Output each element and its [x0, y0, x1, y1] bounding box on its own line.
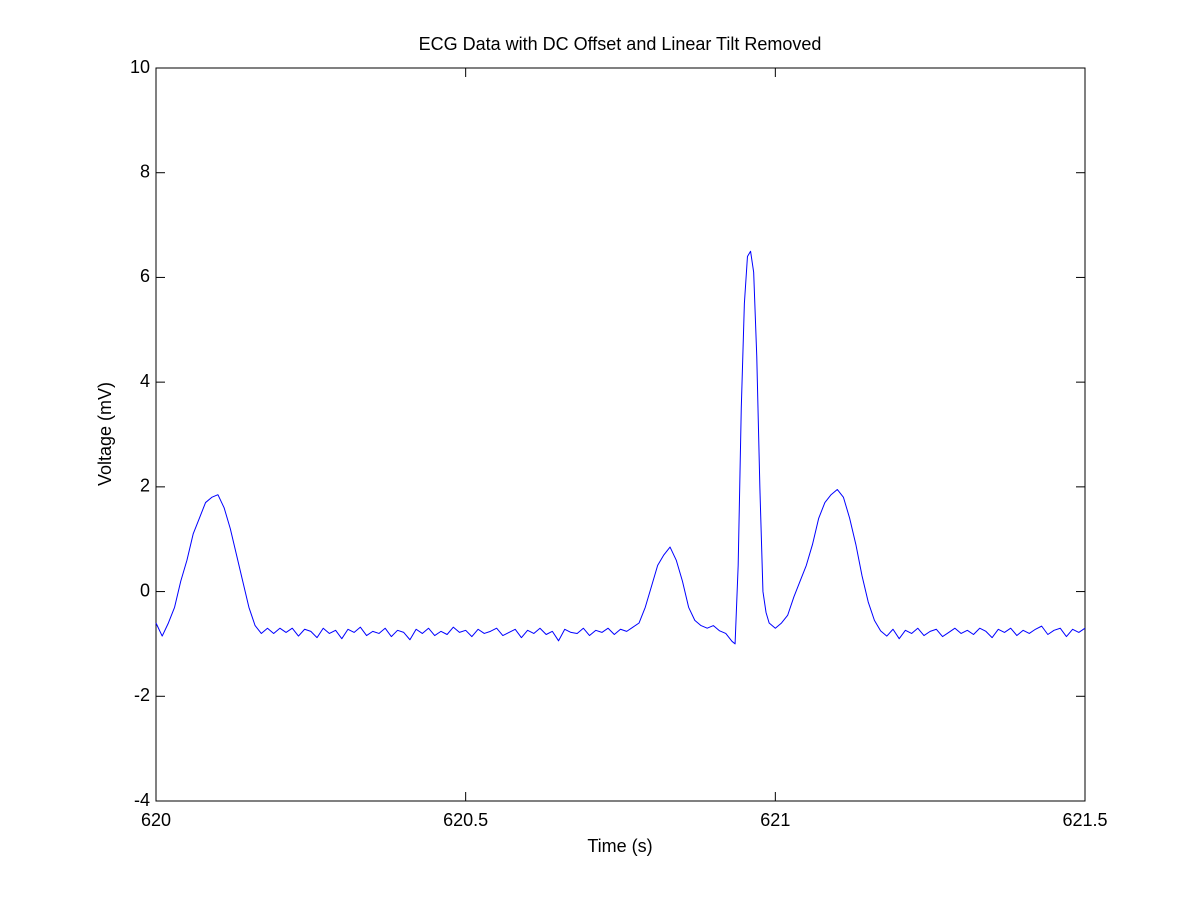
y-tick-label: 4: [140, 371, 150, 391]
ecg-line: [155, 250, 1086, 645]
x-tick-label: 620.5: [443, 810, 488, 830]
x-tick-label: 621.5: [1062, 810, 1107, 830]
y-tick-label: 8: [140, 161, 150, 181]
y-tick-label: 10: [130, 57, 150, 77]
x-axis-label: Time (s): [587, 836, 652, 856]
chart-title: ECG Data with DC Offset and Linear Tilt …: [419, 34, 822, 54]
y-tick-label: 6: [140, 266, 150, 286]
y-tick-label: -4: [134, 790, 150, 810]
y-tick-label: 2: [140, 476, 150, 496]
y-axis-label: Voltage (mV): [95, 382, 115, 486]
x-tick-label: 621: [760, 810, 790, 830]
y-tick-label: -2: [134, 685, 150, 705]
y-tick-label: 0: [140, 580, 150, 600]
plot-frame: [155, 67, 1086, 802]
x-tick-label: 620: [141, 810, 171, 830]
